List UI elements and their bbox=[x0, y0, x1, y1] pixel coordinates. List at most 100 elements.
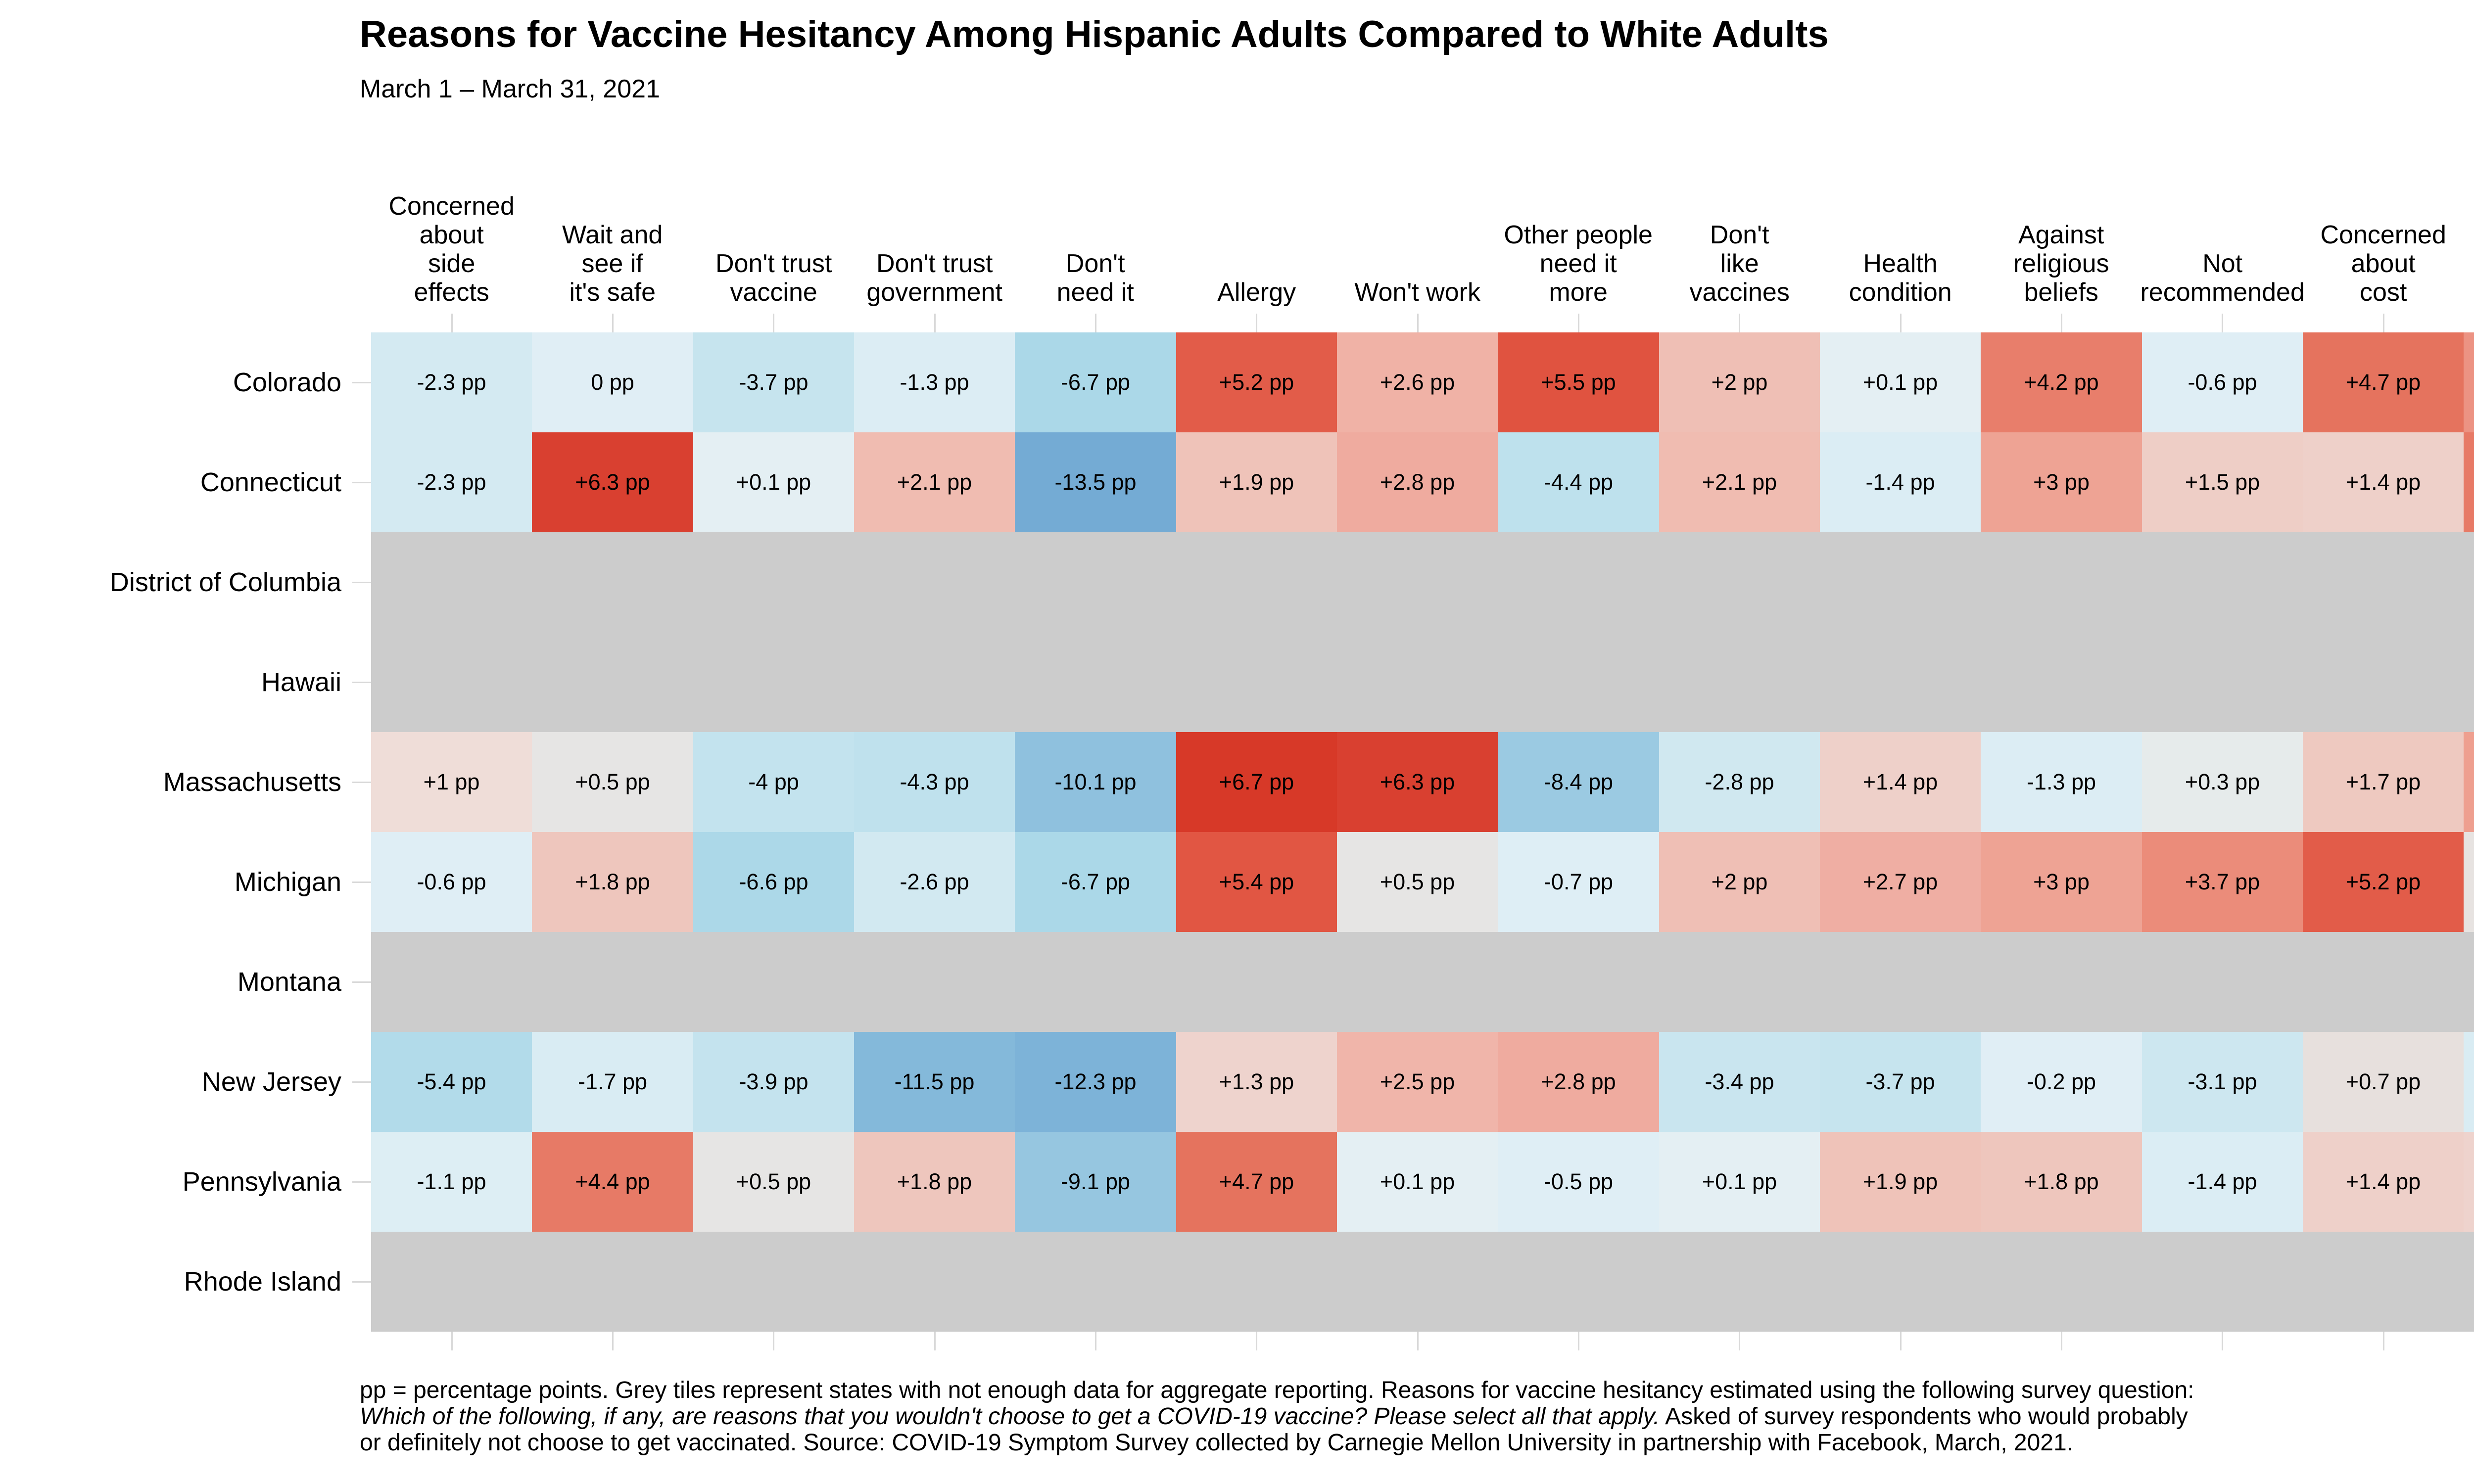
column-header: Allergy bbox=[1217, 278, 1296, 307]
no-data-band bbox=[371, 632, 2474, 732]
column-header: Concerned about side effects bbox=[388, 192, 515, 307]
heatmap-cell: +4.2 pp bbox=[1981, 332, 2142, 432]
tick-mark-left bbox=[352, 682, 371, 683]
tick-mark-bottom bbox=[934, 1332, 936, 1350]
tick-mark-top bbox=[1256, 314, 1257, 332]
heatmap-cell: +1.4 pp bbox=[1820, 732, 1981, 832]
tick-mark-top bbox=[612, 314, 614, 332]
heatmap-cell: +3 pp bbox=[1981, 432, 2142, 532]
heatmap-cell: -1.7 pp bbox=[2464, 1032, 2474, 1132]
tick-mark-bottom bbox=[1739, 1332, 1740, 1350]
heatmap-cell: +0.5 pp bbox=[693, 1132, 854, 1232]
footnote-line-1: pp = percentage points. Grey tiles repre… bbox=[360, 1377, 2194, 1403]
heatmap-cell: -4 pp bbox=[693, 732, 854, 832]
heatmap-cell: +3 pp bbox=[1981, 832, 2142, 932]
column-header: Wait and see if it's safe bbox=[562, 221, 663, 307]
heatmap-cell: -9.1 pp bbox=[1015, 1132, 1176, 1232]
heatmap-cell: +5.2 pp bbox=[1176, 332, 1337, 432]
tick-mark-bottom bbox=[2222, 1332, 2223, 1350]
column-header: Not recommended bbox=[2140, 249, 2305, 307]
column-header: Against religious beliefs bbox=[2013, 221, 2109, 307]
column-header: Concerned about cost bbox=[2320, 221, 2446, 307]
column-header: Won't work bbox=[1354, 278, 1480, 307]
heatmap-cell: -1.4 pp bbox=[1820, 432, 1981, 532]
row-label: Massachusetts bbox=[163, 767, 341, 797]
row-label: New Jersey bbox=[201, 1067, 341, 1097]
tick-mark-bottom bbox=[1417, 1332, 1419, 1350]
heatmap-cell: +2.6 pp bbox=[1337, 332, 1498, 432]
footnote-line-2-rest: Asked of survey respondents who would pr… bbox=[1660, 1403, 2188, 1430]
heatmap-cell: +0.3 pp bbox=[2142, 732, 2303, 832]
heatmap-cell: +6.7 pp bbox=[1176, 732, 1337, 832]
tick-mark-top bbox=[1900, 314, 1902, 332]
footnote-survey-question: Which of the following, if any, are reas… bbox=[360, 1403, 1660, 1430]
tick-mark-top bbox=[773, 314, 774, 332]
heatmap-cell: +2.1 pp bbox=[1659, 432, 1820, 532]
heatmap-cell: -0.6 pp bbox=[371, 832, 532, 932]
heatmap-cell: +4.7 pp bbox=[2303, 332, 2464, 432]
heatmap-cell: +0.1 pp bbox=[1337, 1132, 1498, 1232]
heatmap-cell: +1.8 pp bbox=[1981, 1132, 2142, 1232]
heatmap-cell: +0.6 pp bbox=[2464, 832, 2474, 932]
heatmap-cell: +3.1 pp bbox=[2464, 732, 2474, 832]
heatmap-cell: +2 pp bbox=[1659, 832, 1820, 932]
tick-mark-left bbox=[352, 981, 371, 983]
heatmap-cell: -2.3 pp bbox=[371, 332, 532, 432]
heatmap-cell: +5.4 pp bbox=[1176, 832, 1337, 932]
no-data-band bbox=[371, 1232, 2474, 1332]
tick-mark-bottom bbox=[1256, 1332, 1257, 1350]
tick-mark-bottom bbox=[2383, 1332, 2384, 1350]
tick-mark-bottom bbox=[2061, 1332, 2062, 1350]
heatmap-cell: -12.3 pp bbox=[1015, 1032, 1176, 1132]
tick-mark-top bbox=[1578, 314, 1579, 332]
heatmap-cell: +5.2 pp bbox=[2303, 832, 2464, 932]
tick-mark-bottom bbox=[1900, 1332, 1902, 1350]
heatmap-cell: +1 pp bbox=[371, 732, 532, 832]
tick-mark-left bbox=[352, 1081, 371, 1083]
heatmap-cell: +0.1 pp bbox=[1820, 332, 1981, 432]
heatmap-cell: -6.7 pp bbox=[1015, 332, 1176, 432]
row-label: Hawaii bbox=[261, 667, 341, 697]
tick-mark-left bbox=[352, 382, 371, 383]
footnote-line-3: or definitely not choose to get vaccinat… bbox=[360, 1430, 2074, 1456]
heatmap-cell: +1.4 pp bbox=[2303, 432, 2464, 532]
heatmap-cell: -2.8 pp bbox=[1659, 732, 1820, 832]
heatmap-cell: -0.6 pp bbox=[2142, 332, 2303, 432]
heatmap-cell: +2 pp bbox=[1659, 332, 1820, 432]
heatmap-cell: +1.5 pp bbox=[2142, 432, 2303, 532]
tick-mark-top bbox=[1095, 314, 1096, 332]
heatmap-cell: -4.4 pp bbox=[1498, 432, 1659, 532]
tick-mark-top bbox=[934, 314, 936, 332]
heatmap-cell: +6.3 pp bbox=[1337, 732, 1498, 832]
chart-title: Reasons for Vaccine Hesitancy Among Hisp… bbox=[360, 13, 1829, 55]
tick-mark-top bbox=[2383, 314, 2384, 332]
row-label: Connecticut bbox=[200, 467, 341, 497]
heatmap-cell: +6.3 pp bbox=[532, 432, 693, 532]
tick-mark-top bbox=[2222, 314, 2223, 332]
heatmap-cell: -3.1 pp bbox=[2142, 1032, 2303, 1132]
tick-mark-top bbox=[451, 314, 453, 332]
heatmap-cell: -3.4 pp bbox=[1659, 1032, 1820, 1132]
chart-subtitle: March 1 – March 31, 2021 bbox=[360, 75, 660, 103]
heatmap-cell: +2.8 pp bbox=[1498, 1032, 1659, 1132]
heatmap-cell: +1.8 pp bbox=[854, 1132, 1015, 1232]
heatmap-cell: -0.2 pp bbox=[1981, 1032, 2142, 1132]
heatmap-cell: +2.8 pp bbox=[1337, 432, 1498, 532]
heatmap-cell: +0.1 pp bbox=[1659, 1132, 1820, 1232]
no-data-band bbox=[371, 532, 2474, 632]
row-label: Montana bbox=[237, 967, 341, 997]
column-header: Don't like vaccines bbox=[1689, 221, 1790, 307]
heatmap-cell: -13.5 pp bbox=[1015, 432, 1176, 532]
heatmap-cell: -0.5 pp bbox=[1498, 1132, 1659, 1232]
heatmap-cell: +3.5 pp bbox=[2464, 332, 2474, 432]
heatmap-cell: -3.7 pp bbox=[1820, 1032, 1981, 1132]
heatmap-cell: 0 pp bbox=[532, 332, 693, 432]
column-header: Don't trust vaccine bbox=[715, 249, 832, 307]
row-label: Pennsylvania bbox=[182, 1167, 341, 1197]
heatmap-cell: +2.7 pp bbox=[1820, 832, 1981, 932]
heatmap-cell: -8.4 pp bbox=[1498, 732, 1659, 832]
heatmap-cell: +2.1 pp bbox=[854, 432, 1015, 532]
heatmap-cell: +0.5 pp bbox=[532, 732, 693, 832]
heatmap-cell: +3.7 pp bbox=[2142, 832, 2303, 932]
